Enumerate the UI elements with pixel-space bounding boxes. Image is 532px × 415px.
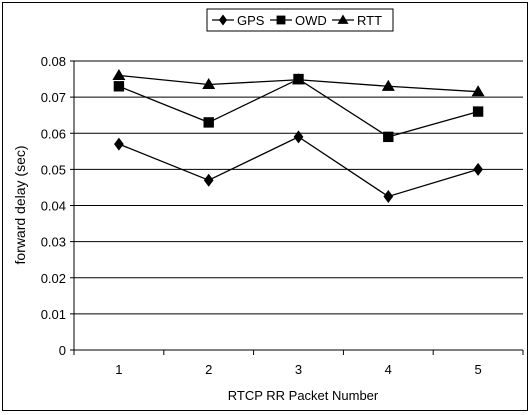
- data-point-owd: [472, 106, 484, 117]
- legend-marker-rtt: [337, 14, 349, 24]
- x-axis-label: RTCP RR Packet Number: [228, 388, 379, 403]
- data-point-gps: [383, 189, 394, 203]
- data-point-gps: [203, 173, 214, 187]
- data-point-owd: [383, 131, 394, 143]
- y-tick-label: 0.02: [41, 271, 66, 286]
- legend-marker-owd: [276, 15, 286, 25]
- x-tick-label: 3: [295, 362, 302, 377]
- y-tick-label: 0.03: [41, 235, 66, 250]
- series-group: [112, 68, 485, 203]
- series-line: [118, 78, 479, 138]
- series-rtt: [112, 68, 485, 97]
- data-point-owd: [203, 117, 214, 128]
- x-tick-label: 5: [474, 362, 481, 377]
- y-tick-label: 0.05: [41, 162, 66, 177]
- data-point-rtt: [202, 77, 216, 90]
- y-tick-label: 0.01: [41, 307, 66, 322]
- x-tick-label: 2: [205, 362, 212, 377]
- line-chart: GPS OWD RTT 00.010.020.030.040.050.060.070…: [12, 8, 524, 403]
- data-point-gps: [293, 130, 304, 144]
- data-point-rtt: [112, 68, 126, 80]
- data-point-rtt: [292, 73, 305, 85]
- legend-label: GPS: [237, 13, 265, 28]
- y-tick-label: 0.08: [41, 54, 66, 69]
- y-tick-label: 0.04: [41, 199, 66, 214]
- data-point-rtt: [471, 85, 485, 97]
- legend: GPS OWD RTT: [206, 8, 394, 32]
- y-tick-label: 0.06: [41, 126, 66, 141]
- legend-label: OWD: [295, 13, 327, 28]
- legend-label: RTT: [357, 13, 382, 28]
- legend-box: [206, 8, 394, 32]
- data-point-gps: [114, 137, 124, 151]
- chart-frame: GPS OWD RTT 0 0.01 0.02 0.03 0.04 0.05 0.06 0.07 0…: [2, 2, 528, 411]
- data-point-owd: [113, 81, 125, 92]
- axes: [70, 60, 524, 355]
- series-gps: [114, 130, 483, 203]
- y-axis-label: forward delay (sec): [12, 145, 28, 264]
- gridlines: [74, 60, 523, 315]
- series-line: [118, 136, 479, 198]
- y-tick-labels: 0 0.01 0.02 0.03 0.04 0.05 0.06 0.07 0.08: [41, 54, 66, 358]
- x-tick-labels: 1 2 3 4 5: [115, 362, 481, 377]
- y-tick-label: 0: [59, 343, 66, 358]
- legend-marker-gps: [218, 14, 228, 26]
- data-point-rtt: [381, 79, 395, 91]
- x-tick-label: 4: [385, 362, 392, 377]
- y-tick-label: 0.07: [41, 90, 66, 105]
- x-tick-label: 1: [115, 362, 122, 377]
- data-point-gps: [473, 162, 483, 176]
